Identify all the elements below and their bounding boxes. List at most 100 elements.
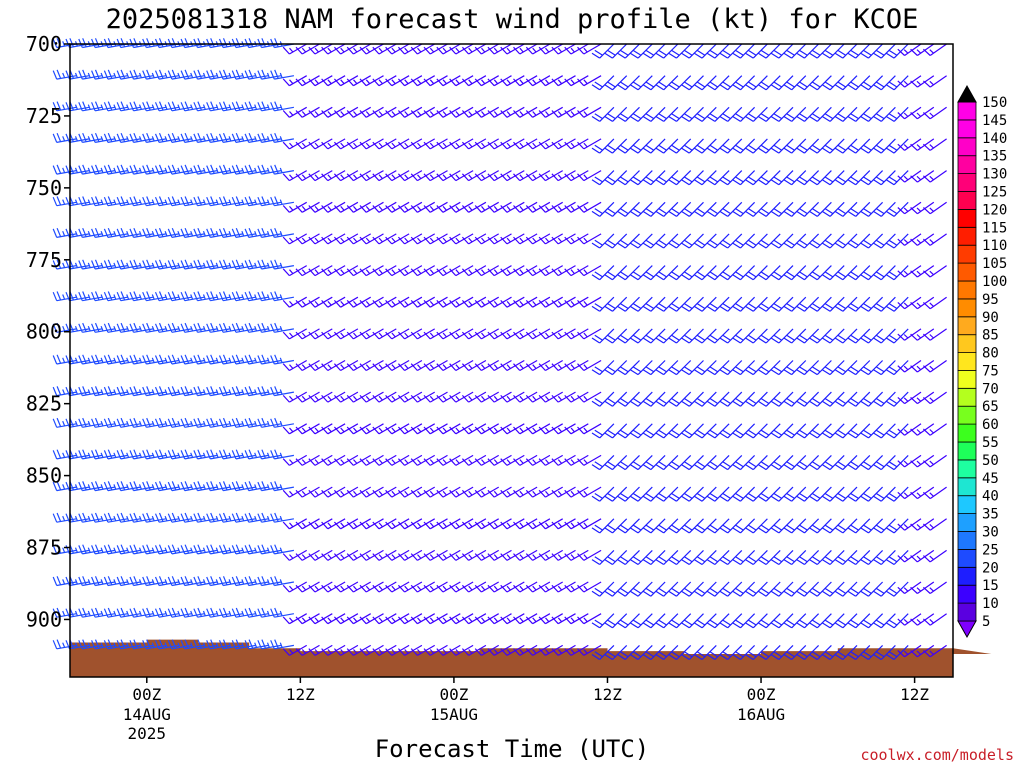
wind-barb [796, 518, 820, 534]
wind-barb [719, 328, 743, 344]
wind-barb [770, 296, 794, 312]
wind-barb [922, 613, 947, 626]
colorbar-label: 55 [982, 435, 999, 451]
wind-barb [783, 518, 807, 534]
wind-barb [796, 581, 820, 597]
wind-barb [681, 75, 704, 91]
wind-barb [783, 106, 807, 122]
wind-barb [757, 265, 781, 281]
wind-barb [796, 360, 820, 376]
wind-barb [922, 43, 947, 56]
wind-barb [655, 644, 679, 661]
wind-barb [719, 75, 743, 91]
wind-barb [681, 486, 704, 502]
wind-barb [796, 106, 820, 122]
wind-barb [783, 201, 807, 217]
wind-barb [591, 644, 615, 661]
wind-barb [897, 644, 922, 658]
wind-barb [745, 454, 768, 471]
wind-barb [617, 138, 640, 154]
wind-barb [719, 138, 743, 154]
wind-barb [897, 138, 922, 151]
wind-barb [629, 518, 653, 534]
wind-barb [732, 265, 756, 281]
wind-barb [655, 170, 679, 186]
wind-barb [629, 201, 653, 217]
wind-barb [617, 549, 640, 566]
wind-barb [270, 607, 295, 618]
wind-barb [910, 75, 935, 88]
wind-barb [809, 233, 832, 249]
x-tick-label: 00Z [132, 685, 161, 704]
colorbar-label: 130 [982, 167, 1007, 183]
wind-barb [745, 644, 768, 661]
wind-barb [809, 454, 832, 471]
wind-barb [706, 265, 730, 281]
wind-barb [577, 201, 602, 213]
wind-barb [655, 454, 679, 471]
wind-barb [910, 265, 935, 278]
colorbar-swatch [957, 137, 977, 157]
wind-barb [642, 43, 666, 59]
wind-barb [231, 164, 256, 175]
wind-barb [91, 354, 115, 365]
wind-barb [745, 549, 768, 566]
wind-barb [796, 138, 820, 154]
wind-barb [577, 265, 602, 277]
wind-barb [681, 138, 704, 154]
wind-barb [745, 391, 768, 407]
wind-barb [270, 259, 295, 270]
plot-area [52, 38, 992, 678]
colorbar-swatch [957, 477, 977, 497]
wind-barb [693, 644, 717, 661]
colorbar-swatch [957, 191, 977, 210]
wind-barb [885, 201, 909, 217]
wind-barb [629, 423, 653, 439]
wind-barb [745, 613, 768, 629]
wind-barb [910, 581, 935, 594]
wind-barb [860, 43, 884, 59]
wind-barb [809, 549, 832, 566]
wind-barb [693, 486, 717, 502]
wind-barb [577, 43, 602, 55]
wind-barb [922, 233, 947, 246]
wind-barb [847, 613, 871, 629]
colorbar-label: 90 [982, 310, 999, 326]
wind-barb [577, 486, 602, 498]
wind-barb [706, 296, 730, 312]
wind-barb [885, 75, 909, 91]
wind-barb [910, 43, 935, 56]
wind-barb [681, 581, 704, 597]
wind-barb [577, 644, 602, 656]
wind-barb [834, 233, 858, 249]
wind-barb [847, 106, 871, 122]
wind-barb [910, 391, 935, 405]
wind-barb [270, 38, 295, 49]
wind-barb [577, 613, 602, 625]
wind-barb [783, 644, 807, 661]
wind-barb [847, 644, 871, 661]
wind-barb [860, 138, 884, 154]
wind-barb [681, 360, 704, 376]
wind-barb [821, 106, 845, 122]
wind-barb [873, 360, 896, 376]
wind-barb [681, 106, 704, 122]
wind-barb [719, 391, 743, 407]
wind-barb [681, 454, 704, 471]
wind-barb [834, 138, 858, 154]
colorbar-swatch [957, 387, 977, 407]
wind-barb [629, 391, 653, 407]
wind-barb [885, 106, 909, 122]
wind-barb [910, 486, 935, 500]
wind-barb [577, 518, 602, 530]
wind-barb [668, 486, 692, 502]
wind-barb [693, 454, 717, 471]
wind-barb [821, 518, 845, 534]
colorbar-swatch [957, 208, 977, 228]
wind-barb [860, 360, 884, 376]
wind-barb [922, 391, 947, 405]
wind-barb [629, 486, 653, 502]
wind-barb [642, 296, 666, 312]
wind-barb [847, 423, 871, 439]
colorbar-label: 145 [982, 113, 1007, 129]
